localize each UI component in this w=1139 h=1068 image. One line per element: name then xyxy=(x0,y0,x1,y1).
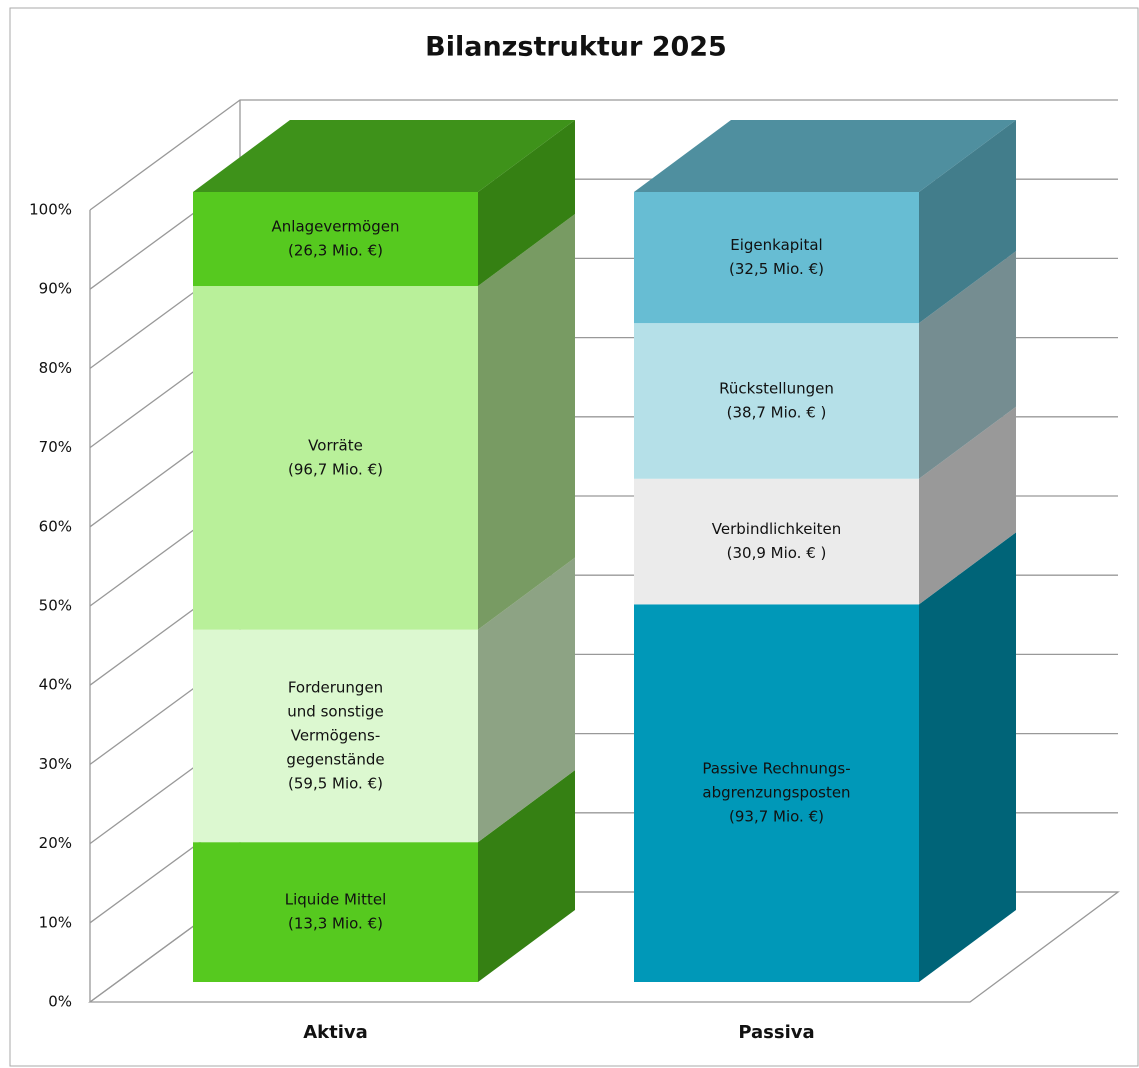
bar-top xyxy=(634,120,1016,192)
y-tick-label: 50% xyxy=(39,597,72,615)
segment-label: Verbindlichkeiten xyxy=(712,520,841,538)
segment-label: und sonstige xyxy=(287,702,383,720)
segment-label: (26,3 Mio. €) xyxy=(288,242,383,260)
bar-segment xyxy=(634,323,919,479)
bar-segment-side xyxy=(919,406,1016,605)
segment-label: Rückstellungen xyxy=(719,379,834,397)
bar-segment xyxy=(193,192,478,287)
y-tick-label: 70% xyxy=(39,438,72,456)
y-tick-label: 40% xyxy=(39,676,72,694)
segment-label: (32,5 Mio. €) xyxy=(729,260,824,278)
y-tick-label: 100% xyxy=(29,201,72,219)
segment-label: Vorräte xyxy=(308,436,363,454)
segment-label: (93,7 Mio. €) xyxy=(729,808,824,826)
bar-segment-side xyxy=(478,557,575,843)
grid-line xyxy=(89,99,1118,211)
bar-segment xyxy=(634,604,919,982)
segment-label: Forderungen xyxy=(288,678,383,696)
bar-segment xyxy=(193,286,478,630)
bar-segment xyxy=(193,629,478,843)
segment-label: gegenstände xyxy=(286,750,384,768)
segment-label: (59,5 Mio. €) xyxy=(288,774,383,792)
segment-label: Passive Rechnungs- xyxy=(702,760,850,778)
bar-segment-side xyxy=(478,120,575,287)
segment-label: (13,3 Mio. €) xyxy=(288,915,383,933)
segment-label: Eigenkapital xyxy=(730,236,822,254)
y-tick-label: 10% xyxy=(39,913,72,931)
bar-segment xyxy=(193,842,478,982)
y-tick-label: 80% xyxy=(39,359,72,377)
segment-label: Liquide Mittel xyxy=(285,891,387,909)
y-tick-label: 20% xyxy=(39,834,72,852)
y-tick-label: 0% xyxy=(48,993,72,1011)
x-tick-label: Aktiva xyxy=(303,1022,368,1043)
bar-segment xyxy=(634,192,919,324)
y-tick-label: 60% xyxy=(39,517,72,535)
segment-label: (38,7 Mio. € ) xyxy=(727,403,827,421)
segment-label: abgrenzungsposten xyxy=(702,784,850,802)
bar-segment-side xyxy=(478,770,575,982)
segment-label: (96,7 Mio. €) xyxy=(288,460,383,478)
bar-segment xyxy=(634,478,919,605)
x-tick-label: Passiva xyxy=(738,1022,814,1043)
y-tick-label: 30% xyxy=(39,755,72,773)
y-tick-label: 90% xyxy=(39,280,72,298)
segment-label: Vermögens- xyxy=(291,726,381,744)
bar-segment-side xyxy=(919,251,1016,479)
chart-border xyxy=(9,7,1139,1067)
bar-segment-side xyxy=(478,214,575,630)
bar-segment-side xyxy=(919,120,1016,324)
segment-label: (30,9 Mio. € ) xyxy=(727,544,827,562)
bar-top xyxy=(193,120,575,192)
chart-title: Bilanzstruktur 2025 xyxy=(425,32,727,63)
segment-label: Anlagevermögen xyxy=(272,218,400,236)
bar-segment-side xyxy=(919,532,1016,982)
